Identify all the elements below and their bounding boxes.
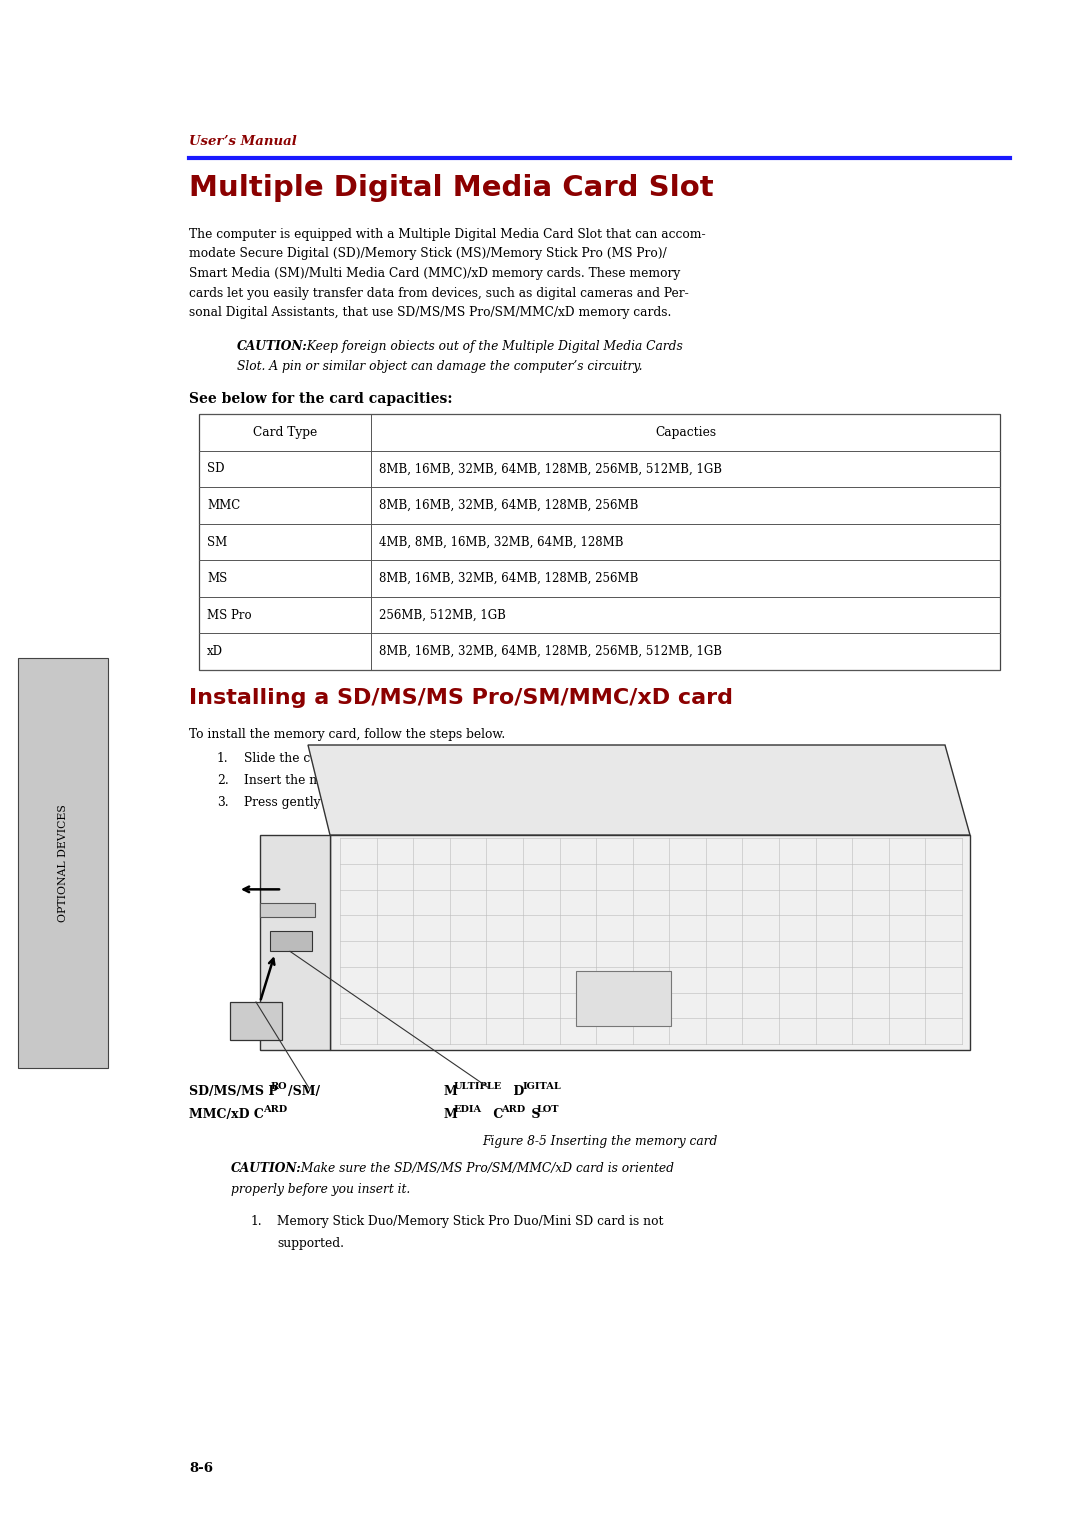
Text: To install the memory card, follow the steps below.: To install the memory card, follow the s… xyxy=(189,727,505,741)
Text: EDIA: EDIA xyxy=(454,1105,482,1114)
Text: CAUTION:: CAUTION: xyxy=(237,341,308,353)
Text: Slot. A pin or similar object can damage the computer’s circuitry.: Slot. A pin or similar object can damage… xyxy=(237,361,643,373)
Text: Insert the memory card.: Insert the memory card. xyxy=(244,775,396,787)
Text: CAUTION:: CAUTION: xyxy=(231,1161,301,1175)
Text: 8MB, 16MB, 32MB, 64MB, 128MB, 256MB, 512MB, 1GB: 8MB, 16MB, 32MB, 64MB, 128MB, 256MB, 512… xyxy=(379,645,723,659)
Text: Multiple Digital Media Card Slot: Multiple Digital Media Card Slot xyxy=(189,174,714,202)
Text: MS: MS xyxy=(207,571,227,585)
Bar xyxy=(577,970,672,1025)
Text: 3.: 3. xyxy=(217,796,229,808)
Text: Make sure the SD/MS/MS Pro/SM/MMC/xD card is oriented: Make sure the SD/MS/MS Pro/SM/MMC/xD car… xyxy=(297,1161,674,1175)
Text: OPTIONAL DEVICES: OPTIONAL DEVICES xyxy=(58,804,68,921)
Text: SM: SM xyxy=(207,535,227,549)
Text: xD: xD xyxy=(207,645,222,659)
Text: See below for the card capacities:: See below for the card capacities: xyxy=(189,393,453,406)
Text: Keep foreign obiects out of the Multiple Digital Media Cards: Keep foreign obiects out of the Multiple… xyxy=(303,341,683,353)
Text: M: M xyxy=(444,1108,458,1122)
Text: C: C xyxy=(489,1108,503,1122)
Text: M: M xyxy=(444,1085,458,1099)
Text: 2.: 2. xyxy=(217,775,229,787)
Text: 8MB, 16MB, 32MB, 64MB, 128MB, 256MB: 8MB, 16MB, 32MB, 64MB, 128MB, 256MB xyxy=(379,571,638,585)
Polygon shape xyxy=(308,746,970,834)
Text: 1.: 1. xyxy=(251,1215,262,1229)
Text: Installing a SD/MS/MS Pro/SM/MMC/xD card: Installing a SD/MS/MS Pro/SM/MMC/xD card xyxy=(189,688,733,707)
Bar xyxy=(260,903,315,917)
Polygon shape xyxy=(330,834,970,1050)
Text: Memory Stick Duo/Memory Stick Pro Duo/Mini SD card is not: Memory Stick Duo/Memory Stick Pro Duo/Mi… xyxy=(276,1215,663,1229)
Text: ARD: ARD xyxy=(264,1105,287,1114)
Text: 1.: 1. xyxy=(217,752,229,766)
Text: Figure 8-5 Inserting the memory card: Figure 8-5 Inserting the memory card xyxy=(482,1135,717,1148)
Bar xyxy=(230,1002,282,1041)
Text: Capacties: Capacties xyxy=(656,426,716,439)
Text: SD/MS/MS P: SD/MS/MS P xyxy=(189,1085,278,1099)
Bar xyxy=(18,659,108,1068)
Text: ULTIPLE: ULTIPLE xyxy=(454,1082,502,1091)
Text: sonal Digital Assistants, that use SD/MS/MS Pro/SM/MMC/xD memory cards.: sonal Digital Assistants, that use SD/MS… xyxy=(189,306,672,319)
Text: 8MB, 16MB, 32MB, 64MB, 128MB, 256MB, 512MB, 1GB: 8MB, 16MB, 32MB, 64MB, 128MB, 256MB, 512… xyxy=(379,463,723,475)
Text: cards let you easily transfer data from devices, such as digital cameras and Per: cards let you easily transfer data from … xyxy=(189,287,689,299)
Bar xyxy=(199,414,1000,669)
Text: /SM/: /SM/ xyxy=(288,1085,320,1099)
Text: LOT: LOT xyxy=(537,1105,559,1114)
Text: Card Type: Card Type xyxy=(253,426,318,439)
Text: Slide the cover toward the left.: Slide the cover toward the left. xyxy=(244,752,438,766)
Text: 256MB, 512MB, 1GB: 256MB, 512MB, 1GB xyxy=(379,608,507,622)
Text: 8MB, 16MB, 32MB, 64MB, 128MB, 256MB: 8MB, 16MB, 32MB, 64MB, 128MB, 256MB xyxy=(379,500,638,512)
Text: Smart Media (SM)/Multi Media Card (MMC)/xD memory cards. These memory: Smart Media (SM)/Multi Media Card (MMC)/… xyxy=(189,267,680,280)
Text: D: D xyxy=(509,1085,524,1099)
Text: MMC/xD C: MMC/xD C xyxy=(189,1108,264,1122)
Text: S: S xyxy=(527,1108,540,1122)
Text: MS Pro: MS Pro xyxy=(207,608,252,622)
Text: SD: SD xyxy=(207,463,225,475)
Text: 4MB, 8MB, 16MB, 32MB, 64MB, 128MB: 4MB, 8MB, 16MB, 32MB, 64MB, 128MB xyxy=(379,535,624,549)
Bar xyxy=(270,932,312,952)
Text: The computer is equipped with a Multiple Digital Media Card Slot that can accom-: The computer is equipped with a Multiple… xyxy=(189,228,705,241)
Polygon shape xyxy=(260,834,330,1050)
Text: 8-6: 8-6 xyxy=(189,1462,213,1475)
Text: MMC: MMC xyxy=(207,500,240,512)
Text: RO: RO xyxy=(271,1082,287,1091)
Text: properly before you insert it.: properly before you insert it. xyxy=(231,1183,410,1196)
Text: ARD: ARD xyxy=(501,1105,525,1114)
Text: supported.: supported. xyxy=(276,1238,345,1250)
Text: Press gently to ensure a firm connection.: Press gently to ensure a firm connection… xyxy=(244,796,501,808)
Text: User’s Manual: User’s Manual xyxy=(189,134,297,148)
Text: modate Secure Digital (SD)/Memory Stick (MS)/Memory Stick Pro (MS Pro)/: modate Secure Digital (SD)/Memory Stick … xyxy=(189,248,666,260)
Text: IGITAL: IGITAL xyxy=(523,1082,562,1091)
